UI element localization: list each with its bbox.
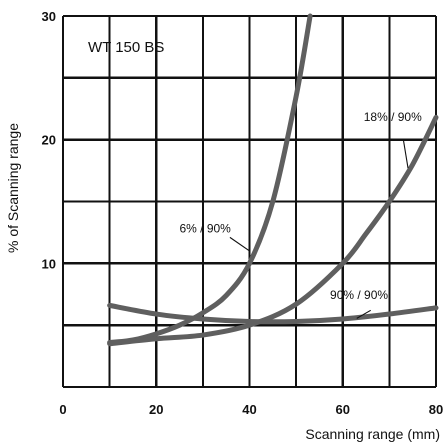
y-tick-label: 20 xyxy=(42,133,56,148)
y-axis-title: % of Scanning range xyxy=(5,123,21,253)
x-axis-title: Scanning range (mm) xyxy=(305,426,440,442)
series-label-2: 18% / 90% xyxy=(364,110,422,124)
series-line-1 xyxy=(107,13,313,345)
series-label-1: 6% / 90% xyxy=(179,221,231,235)
x-tick-label: 0 xyxy=(59,402,66,417)
x-tick-label: 40 xyxy=(242,402,256,417)
series-leader-2 xyxy=(402,139,409,169)
y-tick-label: 30 xyxy=(42,9,56,24)
x-tick-label: 60 xyxy=(336,402,350,417)
inset-label: WT 150 BS xyxy=(88,39,164,56)
y-tick-label: 10 xyxy=(42,256,56,271)
series-label-3: 90% / 90% xyxy=(330,288,388,302)
series-line-3 xyxy=(107,302,439,325)
labels-group: WT 150 BS Scanning range (mm) % of Scann… xyxy=(5,9,443,442)
series-leader-1 xyxy=(229,236,250,252)
series-line-2 xyxy=(107,114,439,347)
x-tick-label: 20 xyxy=(149,402,163,417)
grid-group xyxy=(61,14,438,389)
x-tick-label: 80 xyxy=(429,402,443,417)
curves-group xyxy=(107,13,439,347)
series-leader-3 xyxy=(356,309,371,319)
